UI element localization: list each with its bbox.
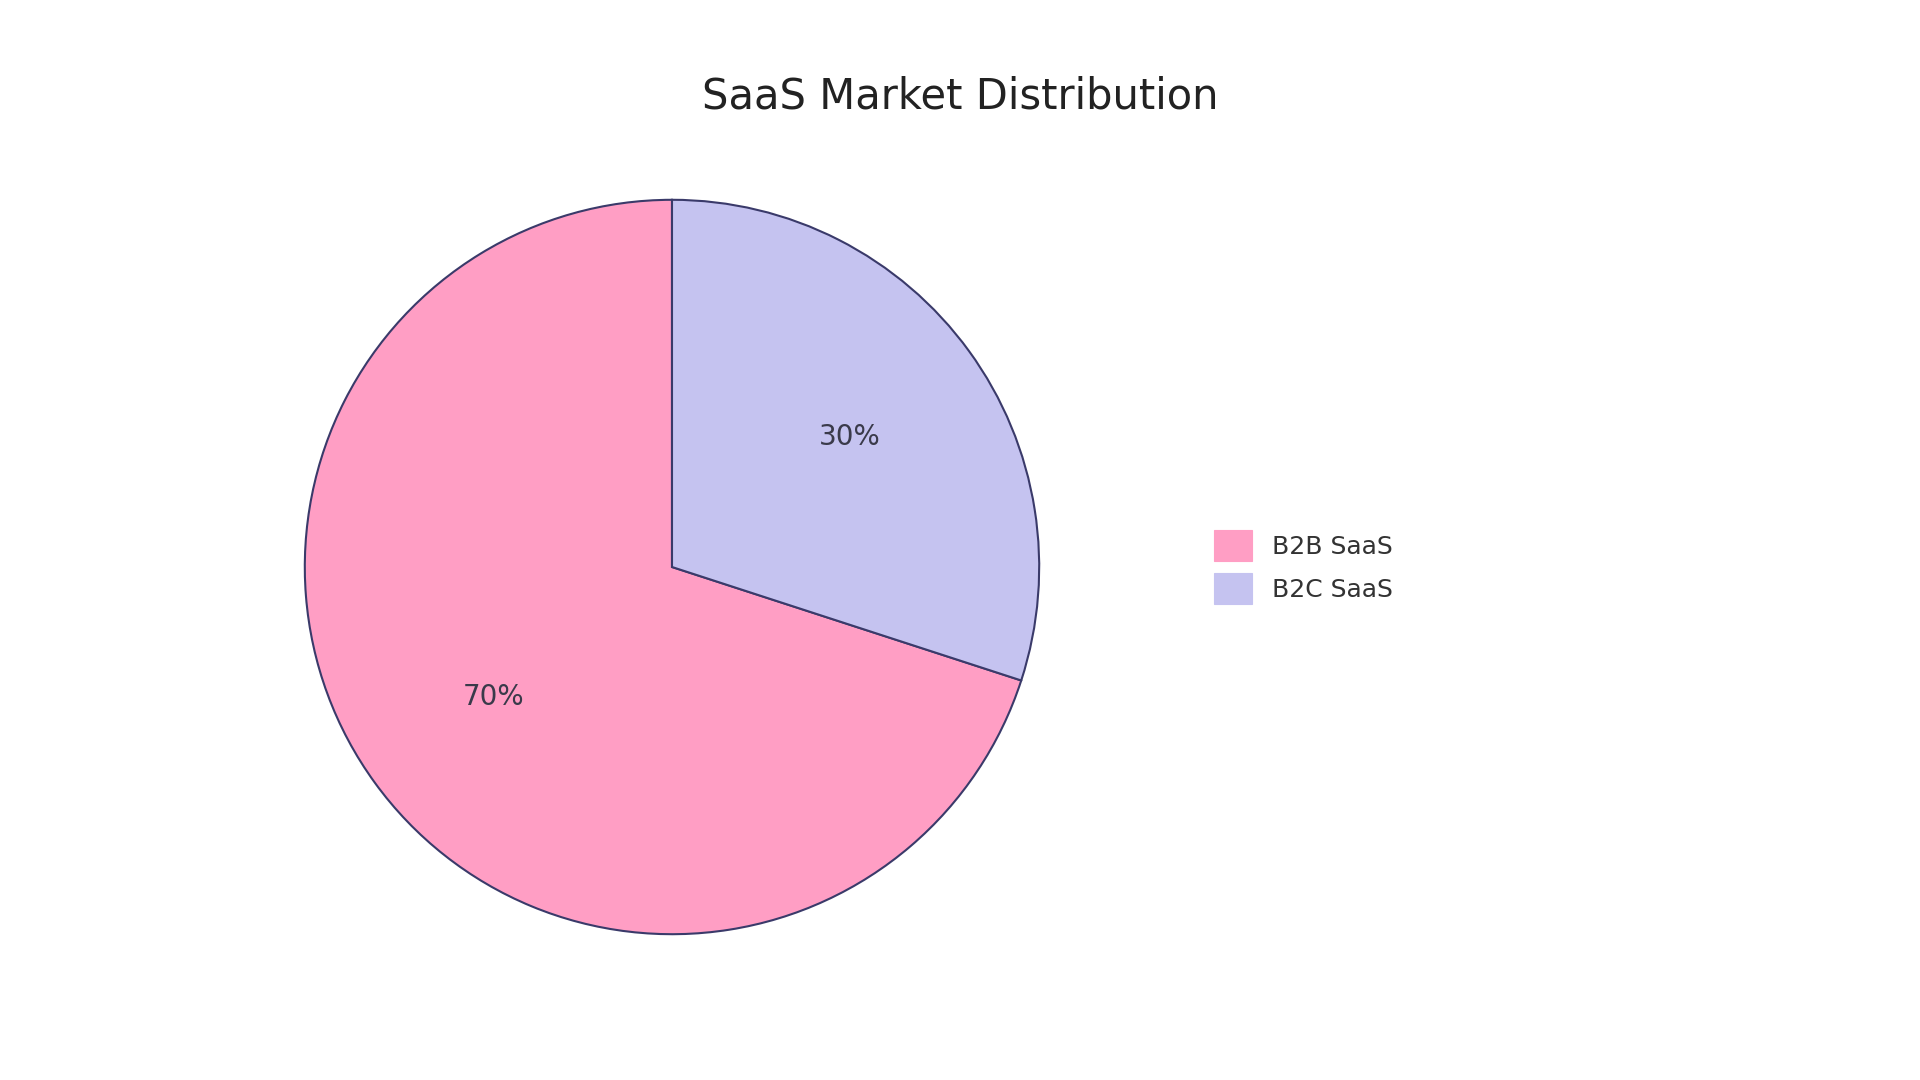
Wedge shape — [305, 200, 1021, 934]
Text: SaaS Market Distribution: SaaS Market Distribution — [701, 76, 1219, 118]
Legend: B2B SaaS, B2C SaaS: B2B SaaS, B2C SaaS — [1188, 505, 1417, 629]
Wedge shape — [672, 200, 1039, 680]
Text: 30%: 30% — [820, 423, 881, 451]
Text: 70%: 70% — [463, 683, 524, 711]
